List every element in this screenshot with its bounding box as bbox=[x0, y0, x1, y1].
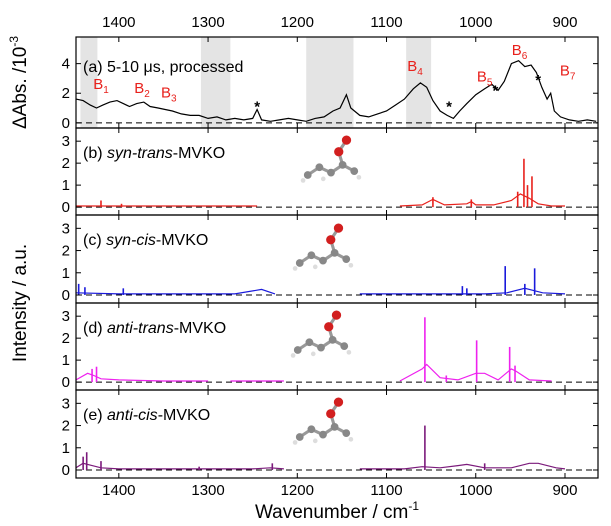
x-axis-title-exp: -1 bbox=[408, 499, 419, 513]
spectrum-line bbox=[76, 288, 565, 294]
peak-label-text: B bbox=[407, 58, 417, 75]
label-suffix: -MVKO bbox=[174, 320, 226, 337]
figure: 02414001300120011001000900(a) 5-10 μs, p… bbox=[0, 0, 611, 526]
y-tick-label: 1 bbox=[62, 177, 70, 194]
peak-label-sub: 5 bbox=[487, 77, 493, 88]
asterisk-marker: * bbox=[535, 72, 541, 89]
panel-label: (e) anti-cis-MVKO bbox=[83, 407, 210, 424]
peak-label-text: B bbox=[134, 80, 144, 97]
y-axis-title: ΔAbs. /10-3 bbox=[7, 36, 31, 129]
x-tick-label: 1400 bbox=[102, 14, 135, 31]
label-italic: anti-cis bbox=[107, 407, 158, 424]
y-tick-label: 4 bbox=[62, 56, 70, 73]
spectrum-line bbox=[76, 463, 565, 469]
asterisk-marker: * bbox=[254, 99, 260, 116]
panel-label: (d) anti-trans-MVKO bbox=[83, 320, 226, 337]
molecule bbox=[291, 310, 351, 357]
label-suffix: -MVKO bbox=[158, 407, 210, 424]
x-tick-label: 1100 bbox=[370, 482, 402, 499]
asterisk-marker: * bbox=[492, 82, 498, 99]
x-tick-label: 1000 bbox=[459, 482, 492, 499]
y-axis-title: Intensity / a.u. bbox=[10, 244, 31, 362]
panel-label: (b) syn-trans-MVKO bbox=[83, 145, 225, 162]
label-prefix: (e) bbox=[83, 407, 107, 424]
y-tick-label: 3 bbox=[62, 220, 70, 237]
x-tick-label: 1200 bbox=[281, 482, 314, 499]
peak-label-text: B bbox=[560, 62, 570, 79]
x-tick-label: 1100 bbox=[370, 14, 402, 31]
peak-label-sub: 6 bbox=[522, 51, 528, 62]
label-prefix: (d) bbox=[83, 320, 107, 337]
peak-label-text: B bbox=[477, 68, 487, 85]
y-tick-label: 1 bbox=[62, 265, 70, 282]
peak-label-sub: 7 bbox=[570, 71, 576, 82]
label-italic: anti-trans bbox=[107, 320, 174, 337]
y-axis-title-text: ΔAbs. /10 bbox=[10, 47, 31, 129]
peak-label: B2 bbox=[134, 80, 150, 100]
panel-label: (a) 5-10 μs, processed bbox=[83, 59, 243, 76]
peak-label-text: B bbox=[93, 76, 103, 93]
peak-label: B7 bbox=[560, 62, 576, 82]
y-tick-label: 3 bbox=[62, 395, 70, 412]
peak-label-sub: 3 bbox=[171, 94, 177, 105]
spectrum-line bbox=[76, 365, 552, 382]
peak-label-sub: 4 bbox=[417, 67, 423, 78]
label-prefix: (c) bbox=[83, 232, 106, 249]
y-tick-label: 3 bbox=[62, 308, 70, 325]
x-axis-title: Wavenumber / cm-1 bbox=[255, 499, 419, 523]
x-tick-label: 1200 bbox=[281, 14, 314, 31]
y-tick-label: 1 bbox=[62, 352, 70, 369]
peak-label-sub: 1 bbox=[103, 85, 109, 96]
x-tick-label: 1000 bbox=[459, 14, 492, 31]
page: {"chart_data": [ {"type": "line", "label… bbox=[0, 0, 611, 526]
y-axis-title-exp: -3 bbox=[7, 36, 21, 47]
peak-label: B5 bbox=[477, 68, 493, 88]
peak-label-text: B bbox=[161, 85, 171, 102]
label-suffix: -MVKO bbox=[156, 232, 208, 249]
shaded-region bbox=[201, 37, 230, 128]
y-tick-label: 2 bbox=[62, 85, 70, 102]
shaded-region bbox=[306, 37, 353, 128]
asterisk-marker: * bbox=[446, 99, 452, 116]
x-tick-label: 900 bbox=[552, 482, 577, 499]
y-axis-title-text: Intensity / a.u. bbox=[10, 244, 31, 362]
label-prefix: (b) bbox=[83, 145, 107, 162]
y-tick-label: 3 bbox=[62, 133, 70, 150]
y-tick-label: 2 bbox=[62, 155, 70, 172]
x-tick-label: 1400 bbox=[102, 482, 135, 499]
molecule bbox=[301, 135, 361, 182]
spectrum-line bbox=[76, 194, 565, 206]
y-tick-label: 0 bbox=[62, 199, 70, 216]
x-tick-label: 1300 bbox=[191, 482, 224, 499]
y-tick-label: 0 bbox=[62, 374, 70, 391]
molecule bbox=[293, 223, 353, 270]
label-italic: syn-trans bbox=[107, 145, 173, 162]
shaded-region bbox=[406, 37, 431, 128]
x-axis-title-text: Wavenumber / cm bbox=[255, 502, 408, 523]
y-tick-label: 0 bbox=[62, 462, 70, 479]
y-tick-label: 2 bbox=[62, 418, 70, 435]
peak-label-sub: 2 bbox=[144, 89, 150, 100]
y-tick-label: 1 bbox=[62, 440, 70, 457]
y-tick-label: 2 bbox=[62, 243, 70, 260]
panel-frame bbox=[76, 128, 598, 215]
peak-label: B1 bbox=[93, 76, 109, 96]
panel-label: (c) syn-cis-MVKO bbox=[83, 232, 208, 249]
y-tick-label: 0 bbox=[62, 115, 70, 132]
y-tick-label: 0 bbox=[62, 287, 70, 304]
label-suffix: -MVKO bbox=[173, 145, 225, 162]
peak-label: B3 bbox=[161, 85, 177, 105]
y-tick-label: 2 bbox=[62, 330, 70, 347]
x-tick-label: 1300 bbox=[191, 14, 224, 31]
peak-label-text: B bbox=[512, 42, 522, 59]
x-tick-label: 900 bbox=[552, 14, 577, 31]
molecule bbox=[293, 397, 353, 444]
label-italic: syn-cis bbox=[106, 232, 156, 249]
peak-label: B6 bbox=[512, 42, 528, 62]
